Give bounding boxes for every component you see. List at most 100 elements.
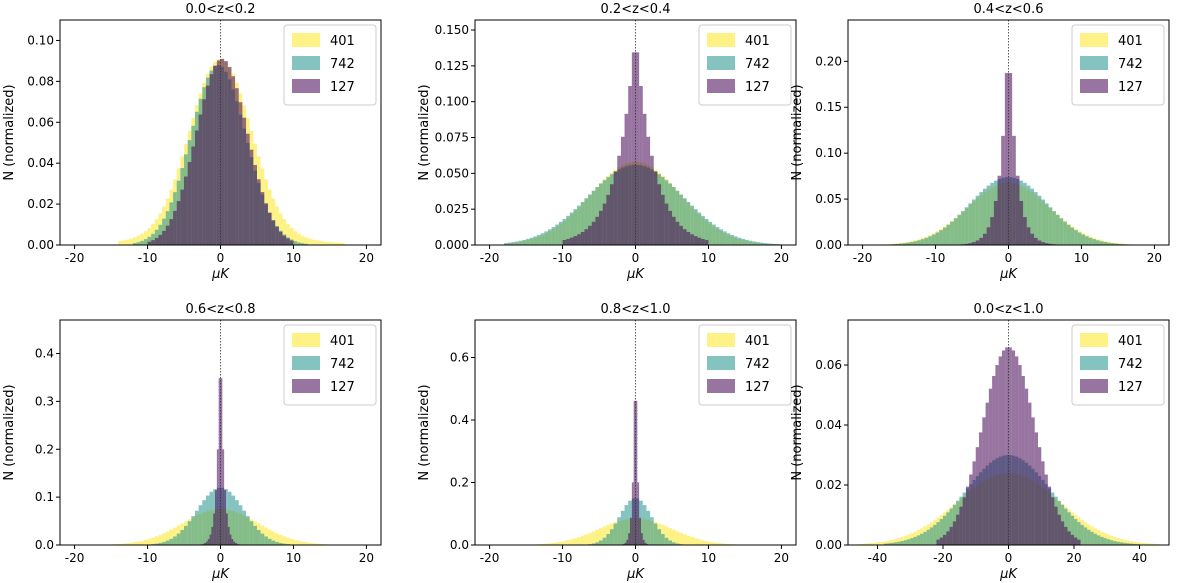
histogram-bar — [723, 543, 727, 545]
histogram-bar — [630, 517, 632, 545]
histogram-bar — [931, 234, 936, 245]
histogram-bar — [723, 231, 727, 245]
histogram-bar — [216, 60, 221, 245]
histogram-bar — [282, 235, 287, 245]
histogram-bar — [333, 242, 338, 245]
histogram-bar — [620, 510, 625, 545]
histogram-bar — [1047, 486, 1052, 545]
histogram-bar — [704, 218, 709, 245]
histogram-bar — [143, 239, 148, 245]
histogram-bar — [173, 536, 177, 545]
histogram-bar — [975, 447, 980, 545]
histogram-bar — [957, 214, 962, 245]
y-tick-label: 0.06 — [27, 115, 54, 129]
histogram-bar — [573, 209, 578, 245]
histogram-bar — [631, 498, 636, 545]
histogram-bar — [1004, 73, 1009, 245]
histogram-bar — [939, 537, 943, 545]
histogram-bar — [646, 510, 651, 545]
legend-label: 742 — [1118, 357, 1143, 372]
histogram-bar — [968, 203, 973, 245]
histogram-bar — [939, 230, 943, 245]
histogram-panel-1: -20 -10 0 10 20 0.00 0.02 0.04 0.06 0.08 0.10 0.0<z… — [2, 2, 382, 282]
histogram-bar — [617, 517, 621, 545]
histogram-bar — [639, 517, 641, 545]
histogram-bar — [1106, 539, 1111, 545]
histogram-bar — [297, 242, 301, 245]
x-tick-label: 20 — [1066, 551, 1081, 565]
histogram-bar — [867, 543, 871, 545]
histogram-bar — [1103, 242, 1107, 245]
histogram-bar — [613, 171, 618, 245]
histogram-bar — [213, 489, 217, 545]
histogram-bar — [929, 527, 934, 545]
histogram-bar — [733, 236, 738, 245]
histogram-bar — [1110, 540, 1114, 545]
histogram-bar — [704, 240, 709, 245]
histogram-bar — [278, 231, 283, 245]
legend-label: 127 — [1118, 80, 1143, 95]
legend-label: 401 — [330, 34, 355, 49]
histogram-bar — [1123, 539, 1127, 545]
histogram-bar — [657, 184, 662, 245]
histogram-bar — [235, 500, 239, 545]
histogram-bar — [903, 540, 907, 545]
histogram-bar — [322, 241, 327, 245]
histogram-bar — [861, 543, 865, 545]
histogram-bar — [289, 227, 294, 245]
histogram-bar — [942, 515, 947, 545]
x-axis-label: μK — [626, 267, 645, 282]
histogram-bar — [566, 215, 570, 245]
histogram-bar — [1041, 242, 1045, 245]
histogram-bar — [207, 539, 210, 545]
x-tick-label: -20 — [65, 251, 85, 265]
y-tick-label: 0.125 — [435, 59, 469, 73]
histogram-bar — [573, 538, 578, 545]
histogram-bar — [1085, 236, 1089, 245]
histogram-bar — [147, 241, 152, 245]
histogram-bar — [271, 220, 276, 245]
x-axis-label: μK — [999, 267, 1018, 282]
histogram-bar — [744, 239, 749, 245]
histogram-bar — [897, 541, 901, 545]
histogram-bar — [225, 513, 228, 545]
histogram-bar — [573, 236, 578, 245]
histogram-bar — [661, 194, 665, 245]
histogram-bar — [657, 529, 662, 545]
histogram-bar — [939, 519, 943, 545]
legend-swatch-401 — [1080, 33, 1108, 47]
histogram-bar — [637, 482, 640, 545]
histogram-bar — [741, 238, 745, 245]
histogram-bar — [1019, 201, 1024, 245]
y-tick-label: 0.000 — [435, 238, 469, 252]
histogram-bar — [173, 527, 177, 545]
histogram-bar — [140, 240, 144, 245]
y-axis-label: N (normalized) — [2, 384, 17, 480]
histogram-bar — [209, 74, 214, 245]
histogram-bar — [675, 190, 680, 245]
x-tick-label: -10 — [138, 551, 158, 565]
x-tick-label: -10 — [138, 251, 158, 265]
histogram-bar — [158, 234, 163, 245]
histogram-bar — [864, 543, 868, 545]
y-tick-label: 0.02 — [815, 478, 842, 492]
histogram-bar — [227, 491, 232, 545]
histogram-bar — [1132, 543, 1137, 545]
histogram-bar — [289, 240, 294, 245]
histogram-bar — [1100, 536, 1104, 545]
histogram-bar — [275, 533, 279, 545]
histogram-bars — [118, 58, 345, 245]
histogram-bar — [936, 522, 940, 545]
histogram-bar — [635, 400, 638, 545]
legend-label: 401 — [745, 34, 770, 49]
histogram-bar — [165, 225, 170, 245]
histogram-bar — [726, 543, 731, 545]
histogram-bars — [81, 378, 367, 545]
histogram-bar — [900, 541, 904, 545]
histogram-bar — [584, 534, 589, 545]
histogram-bar — [526, 238, 530, 245]
histogram-bar — [675, 543, 680, 545]
histogram-bar — [547, 229, 552, 245]
histogram-bar — [584, 229, 589, 245]
histogram-bar — [998, 356, 1002, 545]
